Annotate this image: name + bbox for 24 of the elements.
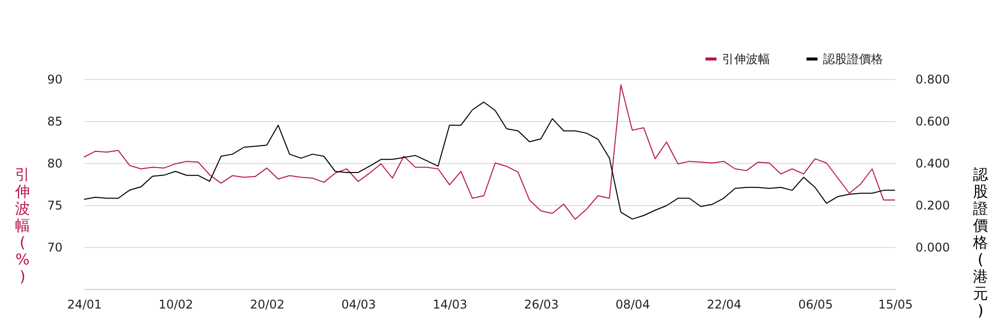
x-tick-label: 20/02: [250, 298, 285, 312]
x-tick-label: 10/02: [158, 298, 194, 312]
y-tick-label: 80: [47, 156, 62, 170]
x-tick-label: 06/05: [798, 298, 833, 312]
y2-tick-label: 0.400: [916, 156, 950, 170]
x-tick-label: 14/03: [432, 298, 468, 312]
legend-label: 引伸波幅: [722, 52, 770, 66]
x-tick-label: 04/03: [341, 298, 376, 312]
y2-tick-label: 0.000: [916, 240, 950, 254]
y-tick-label: 75: [47, 198, 62, 212]
y-tick-label: 85: [47, 114, 62, 128]
y2-tick-label: 0.200: [916, 198, 950, 212]
y-tick-label: 70: [47, 240, 62, 254]
y2-tick-label: 0.800: [916, 72, 950, 86]
y-tick-label: 90: [47, 72, 62, 86]
x-tick-label: 15/05: [878, 298, 913, 312]
legend-label: 認股證價格: [823, 52, 883, 66]
x-tick-label: 26/03: [524, 298, 559, 312]
x-tick-label: 08/04: [615, 298, 650, 312]
x-tick-label: 22/04: [706, 298, 742, 312]
text: 認股證價格(港元): [973, 166, 988, 320]
y-axis-title: 引伸波幅(%): [14, 166, 30, 286]
y2-tick-label: 0.600: [916, 114, 950, 128]
x-tick-label: 24/01: [67, 298, 102, 312]
